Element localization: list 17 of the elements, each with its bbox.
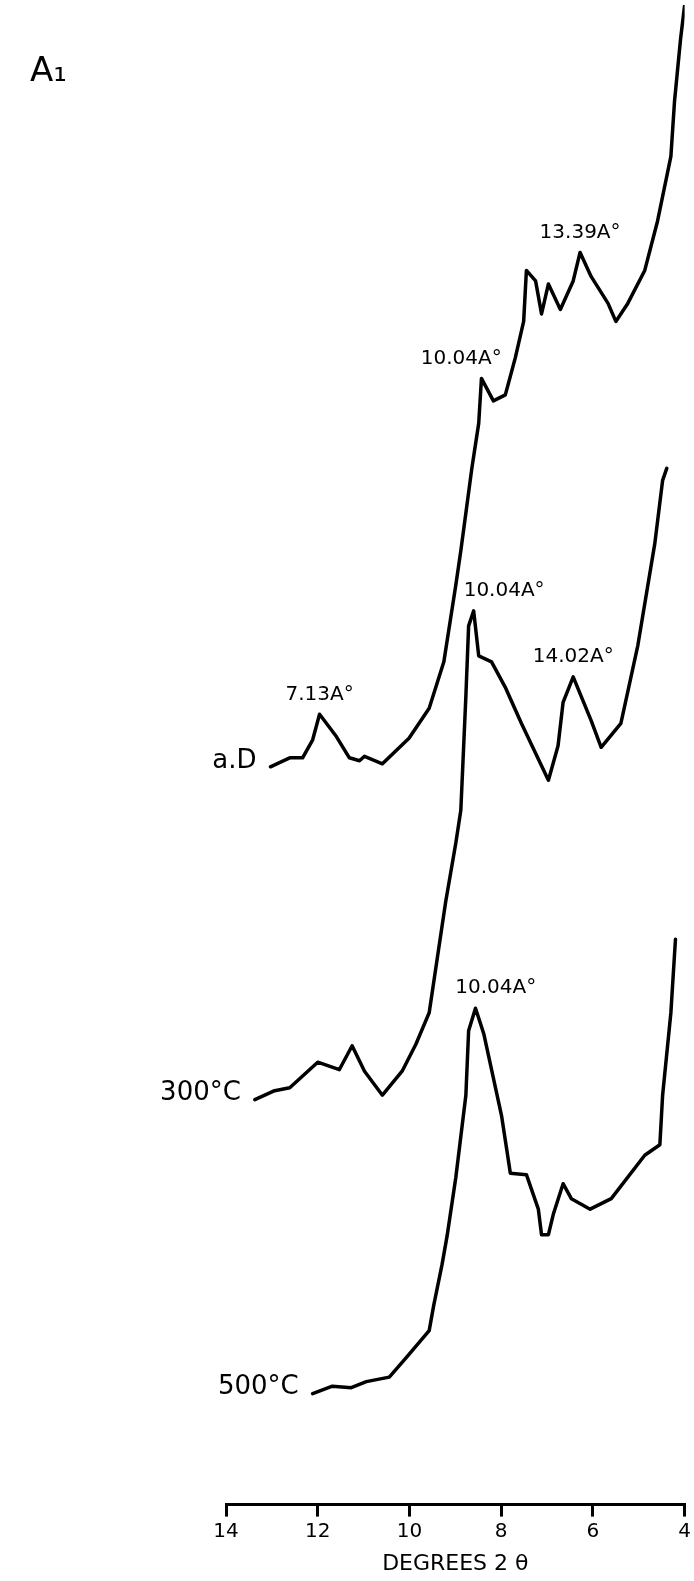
x-tick-label: 14 — [213, 1517, 239, 1542]
annotation: 13.39A° — [539, 218, 621, 243]
annotation: 7.13A° — [285, 680, 354, 705]
series-label: 300°C — [160, 1076, 241, 1107]
series-label: a.D — [212, 743, 257, 774]
annotation: 10.04A° — [455, 974, 537, 999]
series-label: 500°C — [217, 1370, 299, 1401]
x-tick-label: 8 — [494, 1517, 508, 1542]
text: A₁ — [30, 48, 67, 89]
x-tick-label: 6 — [586, 1517, 600, 1542]
annotation: 10.04A° — [420, 344, 502, 369]
x-tick-label: 10 — [396, 1517, 423, 1542]
x-axis-title: DEGREES 2 θ — [382, 1549, 529, 1575]
x-tick-label: 4 — [678, 1517, 691, 1542]
annotation: 10.04A° — [463, 577, 545, 602]
x-tick-label: 12 — [305, 1517, 331, 1542]
annotation: 14.02A° — [532, 643, 614, 668]
